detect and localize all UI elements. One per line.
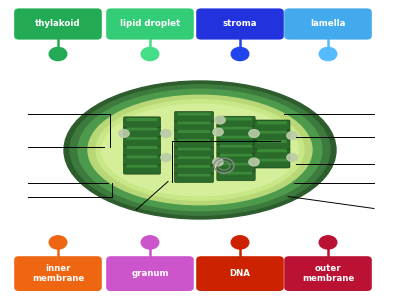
FancyBboxPatch shape (257, 140, 287, 143)
Circle shape (161, 130, 171, 137)
Circle shape (141, 236, 159, 249)
FancyBboxPatch shape (254, 148, 290, 159)
FancyBboxPatch shape (220, 171, 252, 175)
FancyBboxPatch shape (220, 154, 252, 157)
FancyBboxPatch shape (126, 127, 158, 130)
FancyBboxPatch shape (254, 157, 290, 168)
FancyBboxPatch shape (196, 256, 284, 291)
FancyBboxPatch shape (220, 145, 252, 148)
Ellipse shape (96, 100, 304, 200)
FancyBboxPatch shape (174, 155, 214, 165)
FancyBboxPatch shape (14, 256, 102, 291)
FancyBboxPatch shape (174, 120, 214, 130)
Circle shape (319, 236, 337, 249)
FancyBboxPatch shape (257, 130, 287, 134)
FancyBboxPatch shape (174, 137, 214, 148)
FancyBboxPatch shape (123, 154, 160, 165)
Circle shape (319, 47, 337, 61)
Circle shape (249, 158, 259, 166)
Ellipse shape (64, 81, 336, 219)
Circle shape (141, 47, 159, 61)
FancyBboxPatch shape (217, 125, 255, 136)
FancyBboxPatch shape (126, 146, 158, 149)
Text: outer
membrane: outer membrane (302, 264, 354, 283)
FancyBboxPatch shape (126, 118, 158, 121)
FancyBboxPatch shape (106, 256, 194, 291)
Circle shape (231, 236, 249, 249)
FancyBboxPatch shape (178, 165, 210, 168)
Circle shape (287, 154, 297, 161)
Circle shape (161, 154, 171, 161)
Text: lamella: lamella (310, 20, 346, 28)
Text: granum: granum (131, 269, 169, 278)
FancyBboxPatch shape (126, 137, 158, 140)
FancyBboxPatch shape (178, 139, 210, 142)
FancyBboxPatch shape (217, 161, 255, 172)
FancyBboxPatch shape (123, 145, 160, 155)
FancyBboxPatch shape (178, 130, 210, 133)
FancyBboxPatch shape (196, 8, 284, 40)
Text: stroma: stroma (223, 20, 257, 28)
FancyBboxPatch shape (174, 111, 214, 122)
FancyBboxPatch shape (123, 163, 160, 174)
FancyBboxPatch shape (123, 117, 160, 128)
FancyBboxPatch shape (284, 8, 372, 40)
FancyBboxPatch shape (178, 121, 210, 124)
Circle shape (49, 47, 67, 61)
Circle shape (49, 236, 67, 249)
Text: lipid droplet: lipid droplet (120, 20, 180, 28)
Text: thylakoid: thylakoid (35, 20, 81, 28)
FancyBboxPatch shape (257, 149, 287, 152)
Text: DNA: DNA (230, 269, 250, 278)
FancyBboxPatch shape (220, 127, 252, 130)
FancyBboxPatch shape (254, 129, 290, 140)
FancyBboxPatch shape (217, 170, 255, 181)
FancyBboxPatch shape (178, 156, 210, 159)
FancyBboxPatch shape (220, 118, 252, 121)
Circle shape (215, 116, 225, 124)
FancyBboxPatch shape (220, 162, 252, 166)
FancyBboxPatch shape (174, 172, 214, 182)
FancyBboxPatch shape (126, 164, 158, 168)
FancyBboxPatch shape (257, 158, 287, 161)
FancyBboxPatch shape (178, 112, 210, 116)
FancyBboxPatch shape (174, 129, 214, 139)
Ellipse shape (78, 89, 322, 211)
FancyBboxPatch shape (284, 256, 372, 291)
FancyBboxPatch shape (217, 152, 255, 163)
FancyBboxPatch shape (123, 126, 160, 137)
Circle shape (287, 132, 297, 140)
FancyBboxPatch shape (174, 164, 214, 174)
FancyBboxPatch shape (178, 173, 210, 176)
FancyBboxPatch shape (106, 8, 194, 40)
Ellipse shape (88, 95, 312, 205)
Text: inner
membrane: inner membrane (32, 264, 84, 283)
FancyBboxPatch shape (126, 155, 158, 158)
Circle shape (249, 130, 259, 137)
FancyBboxPatch shape (217, 134, 255, 145)
FancyBboxPatch shape (254, 139, 290, 149)
FancyBboxPatch shape (178, 147, 210, 150)
Circle shape (231, 47, 249, 61)
FancyBboxPatch shape (257, 121, 287, 124)
FancyBboxPatch shape (123, 136, 160, 146)
Circle shape (119, 130, 129, 137)
Circle shape (213, 128, 223, 136)
FancyBboxPatch shape (217, 116, 255, 127)
FancyBboxPatch shape (220, 136, 252, 139)
FancyBboxPatch shape (14, 8, 102, 40)
Ellipse shape (70, 85, 330, 215)
FancyBboxPatch shape (174, 146, 214, 156)
FancyBboxPatch shape (254, 120, 290, 131)
Circle shape (213, 158, 223, 166)
Ellipse shape (102, 104, 298, 196)
FancyBboxPatch shape (217, 143, 255, 154)
